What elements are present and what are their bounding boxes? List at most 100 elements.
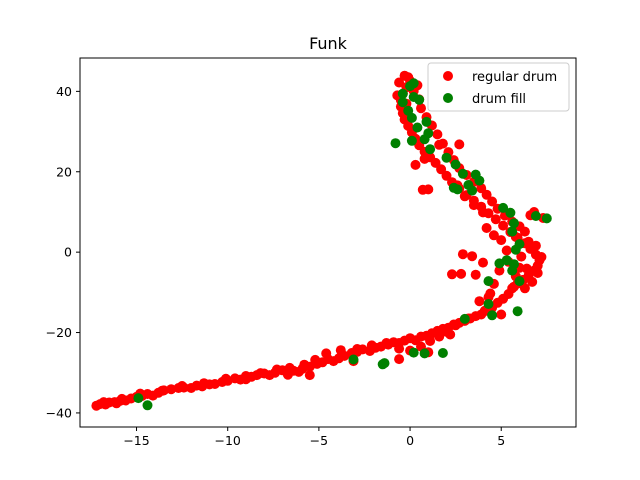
drum-fill-point (514, 239, 525, 250)
plot-frame (79, 57, 577, 428)
drum-fill-point (509, 218, 519, 229)
regular-drum-point (496, 309, 507, 320)
drum-fill-point (530, 211, 541, 221)
x-axis-ticks: −15 −10 −5 0 5 (123, 427, 505, 448)
regular-drum-point (177, 381, 188, 391)
regular-drum-point (450, 320, 461, 331)
drum-fill-point (142, 400, 153, 411)
x-tick-label: 5 (497, 433, 505, 448)
drum-fill-point (450, 159, 461, 170)
legend-label-drum-fill: drum fill (472, 92, 526, 107)
regular-drum-point (255, 368, 266, 379)
chart-title: Funk (309, 34, 348, 53)
legend-box (427, 62, 570, 112)
regular-drum-point (478, 257, 488, 268)
drum-fill-point (441, 152, 452, 163)
regular-drum-point (417, 184, 428, 195)
regular-drum-point (240, 374, 251, 385)
regular-drum-point (536, 252, 547, 262)
regular-drum-point (271, 364, 282, 375)
regular-drum-point (366, 340, 377, 351)
regular-drum-point (468, 200, 479, 211)
drum-fill-point (397, 97, 408, 108)
drum-fill-point (470, 169, 481, 180)
drum-fill-point (421, 116, 432, 127)
y-tick-label: 20 (56, 164, 72, 179)
regular-drum-point (521, 263, 532, 274)
drum-fill-point (507, 226, 518, 237)
regular-drum-point (157, 385, 168, 396)
regular-drum-point (111, 398, 122, 409)
regular-drum-point (532, 268, 543, 278)
regular-drum-point (474, 296, 485, 307)
regular-drum-point (425, 336, 436, 346)
regular-drum-point (284, 362, 295, 373)
regular-drum-point (445, 329, 456, 340)
drum-fill-point (414, 94, 425, 105)
regular-drum-point (432, 129, 443, 140)
drum-fill-point (425, 144, 436, 155)
regular-drum-point (394, 354, 405, 365)
regular-drum-point (519, 226, 530, 237)
regular-drum-point (501, 245, 512, 256)
drum-fill-point (483, 276, 494, 287)
regular-drum-point (487, 196, 498, 207)
regular-drum-point (496, 235, 507, 246)
drum-fill-point (514, 276, 525, 287)
drum-fill-point (505, 207, 516, 218)
x-tick-label: 0 (406, 433, 414, 448)
regular-drum-point (454, 139, 465, 150)
regular-drum-point (416, 103, 426, 114)
regular-drum-point (352, 344, 363, 354)
x-tick-label: −5 (310, 433, 328, 448)
regular-drum-point (299, 359, 310, 370)
legend-label-regular-drum: regular drum (472, 70, 557, 85)
regular-drum-point (490, 214, 501, 225)
regular-drum-point (457, 249, 468, 260)
drum-fill-point (437, 348, 448, 358)
drum-fill-point (406, 135, 417, 146)
regular-drum-point (523, 236, 534, 247)
regular-drum-point (394, 77, 405, 88)
regular-drum-point (467, 251, 478, 262)
regular-drum-point (321, 348, 332, 359)
drum-fill-point (501, 255, 512, 266)
y-tick-label: −20 (46, 325, 72, 340)
drum-fill-point (348, 354, 359, 365)
drum-fill-point (419, 348, 430, 359)
drum-fill-point (463, 180, 474, 190)
drum-fill-point (487, 310, 498, 321)
drum-fill-point (412, 122, 423, 133)
regular-drum-point (434, 331, 445, 342)
drum-fill-point (423, 128, 434, 139)
regular-drum-point (310, 354, 321, 365)
regular-drum-point (410, 159, 421, 170)
regular-drum-point (98, 397, 109, 408)
drum-fill-point (397, 88, 408, 99)
drum-fill-point (408, 78, 419, 89)
regular-drum-point (530, 240, 541, 251)
drum-fill-point (377, 359, 388, 370)
regular-drum-point (488, 230, 499, 241)
regular-drum-point (304, 370, 315, 381)
y-tick-label: −40 (46, 405, 72, 420)
regular-drum-point (394, 343, 405, 354)
regular-drum-point (459, 191, 470, 202)
regular-drum-point (527, 276, 538, 287)
drum-fill-point (483, 299, 494, 309)
regular-drum-point (335, 345, 346, 356)
regular-drum-point (498, 220, 509, 231)
drum-fill-point (509, 259, 519, 270)
legend-marker-regular-drum (443, 71, 453, 81)
drum-fill-point (448, 182, 459, 193)
drum-fill-point (408, 347, 419, 358)
x-tick-label: −15 (123, 433, 149, 448)
regular-drum-point (220, 373, 231, 384)
drum-fill-point (403, 105, 414, 116)
drum-fill-point (457, 168, 468, 179)
drum-fill-point (133, 393, 144, 404)
regular-drum-point (470, 269, 481, 280)
legend: regular drum drum fill (427, 62, 570, 112)
